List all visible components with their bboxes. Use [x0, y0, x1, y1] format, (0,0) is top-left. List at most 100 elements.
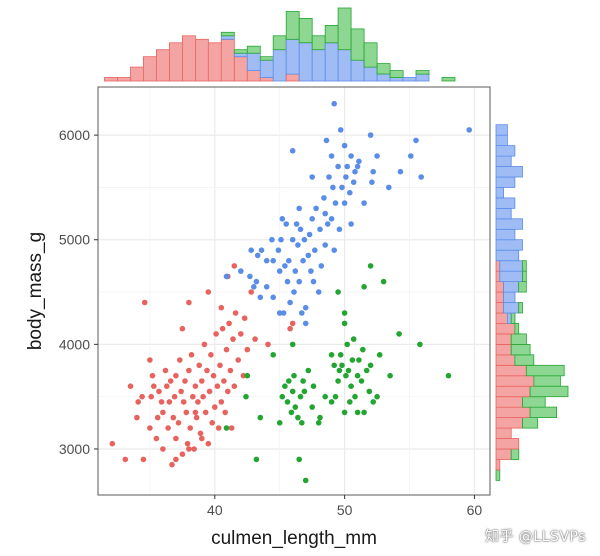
data-point-gentoo [223, 273, 230, 280]
data-point-chinstrap [302, 477, 309, 484]
top-hist-bar-gentoo [246, 52, 261, 72]
data-point-gentoo [300, 257, 306, 264]
data-point-gentoo [397, 168, 404, 175]
data-point-adelie [196, 362, 202, 369]
data-point-chinstrap [349, 357, 356, 363]
top-hist-bar-chinstrap [285, 11, 300, 40]
data-point-adelie [289, 320, 296, 327]
top-hist-bar-gentoo [389, 77, 404, 82]
top-hist-bar-gentoo [298, 42, 313, 82]
data-point-gentoo [289, 236, 296, 243]
data-point-chinstrap [356, 357, 362, 363]
data-point-gentoo [278, 236, 284, 243]
data-point-chinstrap [309, 404, 316, 410]
data-point-gentoo [343, 174, 349, 180]
data-point-gentoo [247, 273, 253, 280]
top-hist-bar-adelie [233, 56, 248, 82]
data-point-gentoo [306, 231, 313, 238]
data-point-gentoo [322, 210, 329, 217]
right-hist-bar-adelie [495, 343, 512, 356]
right-histogram [495, 124, 569, 481]
data-point-chinstrap [301, 388, 308, 395]
data-point-gentoo [337, 127, 344, 133]
data-point-chinstrap [380, 278, 387, 285]
data-point-gentoo [318, 263, 325, 269]
data-point-adelie [210, 372, 217, 379]
axes: 40 50 60 3000 4000 5000 6000 [59, 127, 483, 518]
data-point-adelie [218, 399, 225, 405]
data-point-chinstrap [335, 378, 341, 384]
right-hist-bar-gentoo [495, 145, 516, 157]
data-point-gentoo [295, 242, 301, 248]
data-point-adelie [231, 263, 238, 269]
top-hist-bar-adelie [246, 70, 261, 82]
data-point-gentoo [336, 226, 343, 233]
data-point-gentoo [413, 137, 419, 144]
right-hist-bar-adelie [495, 385, 531, 398]
top-hist-bar-adelie [142, 56, 157, 82]
data-point-adelie [225, 388, 231, 395]
data-point-chinstrap [317, 414, 323, 421]
data-point-chinstrap [352, 393, 358, 400]
data-point-adelie [140, 456, 147, 463]
right-hist-bar-chinstrap [510, 312, 516, 324]
right-hist-bar-chinstrap [510, 448, 520, 460]
data-point-chinstrap [243, 393, 249, 400]
data-point-gentoo [282, 263, 288, 269]
data-point-gentoo [344, 163, 351, 170]
data-point-gentoo [280, 310, 287, 316]
top-hist-bar-adelie [181, 35, 196, 82]
data-point-chinstrap [345, 367, 352, 374]
right-hist-bar-chinstrap [518, 302, 523, 314]
data-point-gentoo [292, 268, 299, 274]
data-point-chinstrap [374, 393, 380, 400]
data-point-adelie [231, 383, 238, 390]
right-hist-bar-chinstrap [514, 322, 520, 335]
data-point-chinstrap [335, 289, 341, 295]
right-hist-bar-adelie [495, 291, 504, 303]
data-point-chinstrap [337, 352, 344, 358]
data-point-gentoo [328, 153, 335, 159]
right-hist-bar-adelie [495, 375, 535, 387]
data-point-adelie [154, 414, 161, 421]
data-point-gentoo [279, 216, 286, 222]
right-hist-bar-chinstrap [529, 406, 557, 419]
plot-panel-border [97, 86, 491, 496]
data-point-gentoo [289, 148, 296, 154]
top-hist-bar-chinstrap [298, 17, 313, 44]
top-hist-bar-adelie [285, 73, 300, 82]
data-point-gentoo [323, 137, 330, 144]
right-hist-bar-chinstrap [529, 385, 569, 398]
data-point-chinstrap [310, 383, 317, 390]
data-point-adelie [167, 378, 174, 384]
data-point-adelie [208, 352, 214, 358]
right-hist-bar-chinstrap [514, 354, 535, 366]
data-point-chinstrap [361, 409, 367, 416]
data-point-adelie [248, 289, 254, 295]
data-point-adelie [158, 399, 165, 405]
data-point-chinstrap [354, 372, 361, 379]
data-point-chinstrap [292, 404, 299, 410]
right-hist-bar-chinstrap [522, 260, 527, 272]
top-hist-bar-chinstrap [441, 77, 456, 82]
data-point-gentoo [299, 310, 305, 316]
data-point-chinstrap [300, 378, 306, 384]
data-point-gentoo [296, 278, 303, 285]
data-point-gentoo [276, 310, 283, 316]
right-hist-bar-gentoo [495, 228, 516, 241]
data-point-adelie [182, 378, 188, 384]
data-point-adelie [160, 409, 166, 416]
top-hist-bar-chinstrap [324, 24, 339, 44]
data-point-adelie [191, 446, 197, 452]
data-point-chinstrap [417, 341, 423, 348]
right-hist-bar-gentoo [499, 270, 523, 283]
data-point-chinstrap [270, 352, 277, 358]
top-hist-bar-chinstrap [311, 35, 326, 51]
data-point-gentoo [263, 284, 270, 290]
data-point-adelie [215, 425, 222, 431]
data-point-adelie [238, 331, 244, 337]
data-point-gentoo [253, 278, 260, 285]
data-point-gentoo [354, 163, 361, 170]
data-point-chinstrap [347, 399, 353, 405]
top-hist-bar-adelie [117, 77, 131, 82]
